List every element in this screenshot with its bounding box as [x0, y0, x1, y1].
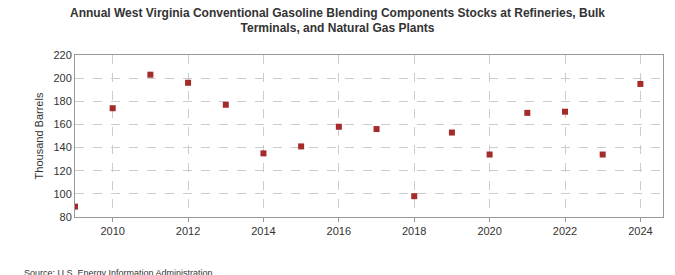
svg-text:Thousand Barrels: Thousand Barrels	[33, 92, 45, 179]
svg-text:Annual West Virginia Conventio: Annual West Virginia Conventional Gasoli…	[70, 6, 605, 36]
svg-text:180: 180	[53, 95, 71, 107]
svg-text:2018: 2018	[402, 225, 426, 237]
svg-text:80: 80	[60, 211, 72, 223]
svg-text:2024: 2024	[628, 225, 652, 237]
svg-text:100: 100	[53, 188, 71, 200]
svg-text:2012: 2012	[176, 225, 200, 237]
svg-text:2016: 2016	[327, 225, 351, 237]
svg-text:2014: 2014	[251, 225, 275, 237]
svg-text:2020: 2020	[477, 225, 501, 237]
svg-text:220: 220	[53, 49, 71, 61]
svg-text:200: 200	[53, 72, 71, 84]
svg-text:2010: 2010	[100, 225, 124, 237]
svg-text:Source: U.S. Energy Informatio: Source: U.S. Energy Information Administ…	[24, 268, 213, 275]
svg-text:120: 120	[53, 165, 71, 177]
svg-text:160: 160	[53, 118, 71, 130]
svg-text:140: 140	[53, 141, 71, 153]
svg-text:2022: 2022	[553, 225, 577, 237]
